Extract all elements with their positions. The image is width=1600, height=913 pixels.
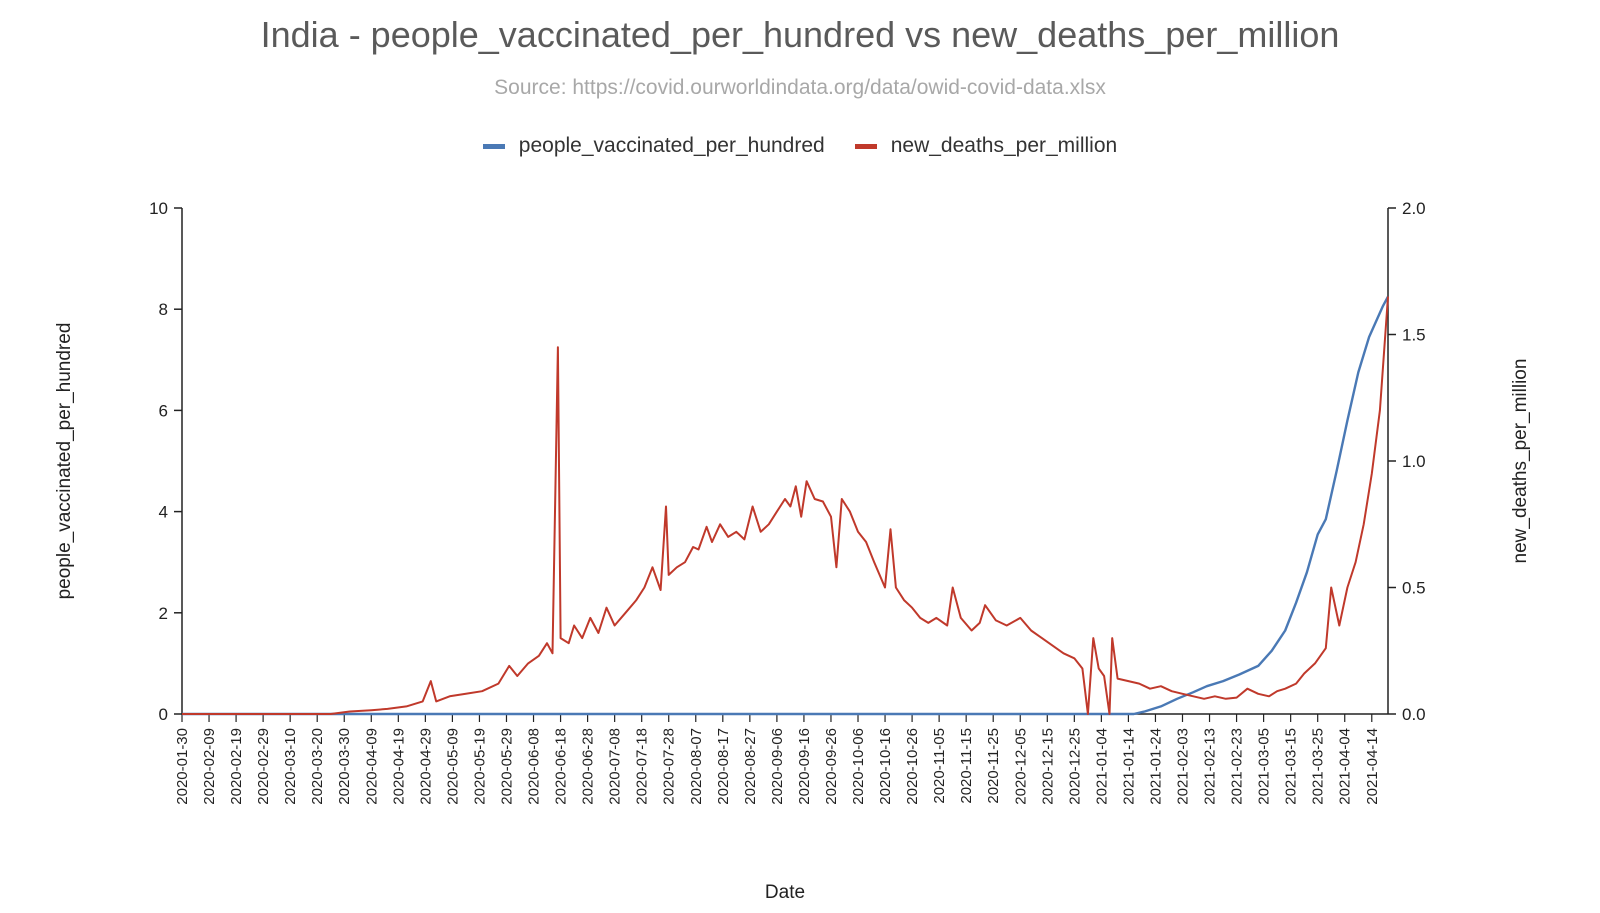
- legend-swatch-deaths: [854, 143, 877, 149]
- x-tick-label: 2021-02-13: [1202, 728, 1219, 805]
- x-tick-label: 2020-03-10: [282, 728, 299, 805]
- right-tick-label: 1.0: [1402, 452, 1426, 471]
- x-tick-label: 2020-11-25: [985, 728, 1002, 804]
- x-tick-label: 2020-09-06: [769, 728, 786, 805]
- x-tick-label: 2020-06-08: [526, 728, 543, 805]
- x-tick-label: 2020-02-29: [255, 728, 272, 805]
- x-tick-label: 2021-04-14: [1364, 728, 1381, 805]
- left-tick-label: 2: [159, 604, 168, 623]
- left-tick-label: 4: [159, 503, 168, 522]
- legend-label-vaccinated: people_vaccinated_per_hundred: [518, 134, 825, 157]
- series-line-people-vaccinated-per-hundred: [182, 296, 1390, 716]
- x-tick-label: 2020-10-16: [877, 728, 894, 805]
- series-line-new-deaths-per-million: [182, 296, 1389, 715]
- x-tick-label: 2020-03-30: [336, 728, 353, 805]
- legend-swatch-vaccinated: [482, 143, 505, 149]
- right-tick-label: 0.5: [1402, 579, 1426, 598]
- x-tick-label: 2020-04-29: [417, 728, 434, 805]
- x-tick-label: 2020-07-18: [634, 728, 651, 805]
- x-tick-label: 2020-09-26: [823, 728, 840, 805]
- left-y-ticks: 0 2 4 6 8 10: [149, 199, 182, 724]
- x-ticks: 2020-01-30 2020-02-09 2020-02-19 2020-02-29…: [174, 714, 1381, 805]
- x-tick-label: 2020-01-30: [174, 728, 191, 805]
- left-tick-label: 6: [159, 401, 168, 420]
- x-tick-label: 2020-12-15: [1039, 728, 1056, 805]
- x-tick-label: 2021-02-03: [1174, 728, 1191, 805]
- x-tick-label: 2020-08-27: [742, 728, 759, 805]
- x-tick-label: 2020-08-17: [715, 728, 732, 805]
- x-tick-label: 2021-01-24: [1147, 728, 1164, 805]
- x-tick-label: 2020-07-28: [661, 728, 678, 805]
- x-tick-label: 2021-04-04: [1337, 728, 1354, 805]
- x-tick-label: 2020-02-19: [228, 728, 245, 805]
- legend-label-deaths: new_deaths_per_million: [890, 134, 1118, 157]
- x-tick-label: 2021-03-15: [1283, 728, 1300, 805]
- x-tick-label: 2020-05-09: [444, 728, 461, 805]
- x-tick-label: 2020-11-15: [958, 728, 975, 804]
- x-tick-label: 2020-07-08: [607, 728, 624, 805]
- x-tick-label: 2021-01-04: [1093, 728, 1110, 805]
- x-tick-label: 2020-04-09: [363, 728, 380, 805]
- x-tick-label: 2021-01-14: [1120, 728, 1137, 805]
- x-tick-label: 2021-03-05: [1256, 728, 1273, 805]
- x-tick-label: 2020-08-07: [688, 728, 705, 805]
- left-tick-label: 8: [159, 300, 168, 319]
- chart-title: India - people_vaccinated_per_hundred vs…: [260, 14, 1340, 55]
- right-tick-label: 0.0: [1402, 705, 1426, 724]
- right-y-ticks: 0.0 0.5 1.0 1.5 2.0: [1388, 199, 1426, 724]
- x-tick-label: 2020-04-19: [390, 728, 407, 805]
- chart-legend: people_vaccinated_per_hundred new_deaths…: [0, 134, 1600, 158]
- x-tick-label: 2020-03-20: [309, 728, 326, 805]
- x-tick-label: 2021-03-25: [1310, 728, 1327, 805]
- x-axis-label: Date: [765, 882, 805, 903]
- x-tick-label: 2020-06-28: [580, 728, 597, 805]
- x-tick-label: 2020-10-26: [904, 728, 921, 805]
- legend-item-vaccinated[interactable]: people_vaccinated_per_hundred: [482, 134, 825, 158]
- x-tick-label: 2020-09-16: [796, 728, 813, 805]
- series-layer: [182, 296, 1390, 716]
- left-y-axis-label: people_vaccinated_per_hundred: [54, 323, 75, 600]
- x-tick-label: 2020-06-18: [553, 728, 570, 805]
- legend-item-deaths[interactable]: new_deaths_per_million: [854, 134, 1118, 158]
- chart-subtitle: Source: https://covid.ourworldindata.org…: [494, 76, 1106, 99]
- left-tick-label: 0: [159, 705, 168, 724]
- right-tick-label: 2.0: [1402, 199, 1426, 218]
- x-tick-label: 2020-10-06: [850, 728, 867, 805]
- x-tick-label: 2020-12-25: [1066, 728, 1083, 805]
- x-tick-label: 2020-05-29: [498, 728, 515, 805]
- right-tick-label: 1.5: [1402, 326, 1426, 345]
- x-tick-label: 2021-02-23: [1229, 728, 1246, 805]
- x-tick-label: 2020-11-05: [931, 728, 948, 804]
- left-tick-label: 10: [149, 199, 168, 218]
- x-tick-label: 2020-12-05: [1012, 728, 1029, 805]
- x-tick-label: 2020-05-19: [471, 728, 488, 805]
- right-y-axis-label: new_deaths_per_million: [1510, 359, 1531, 564]
- x-tick-label: 2020-02-09: [201, 728, 218, 805]
